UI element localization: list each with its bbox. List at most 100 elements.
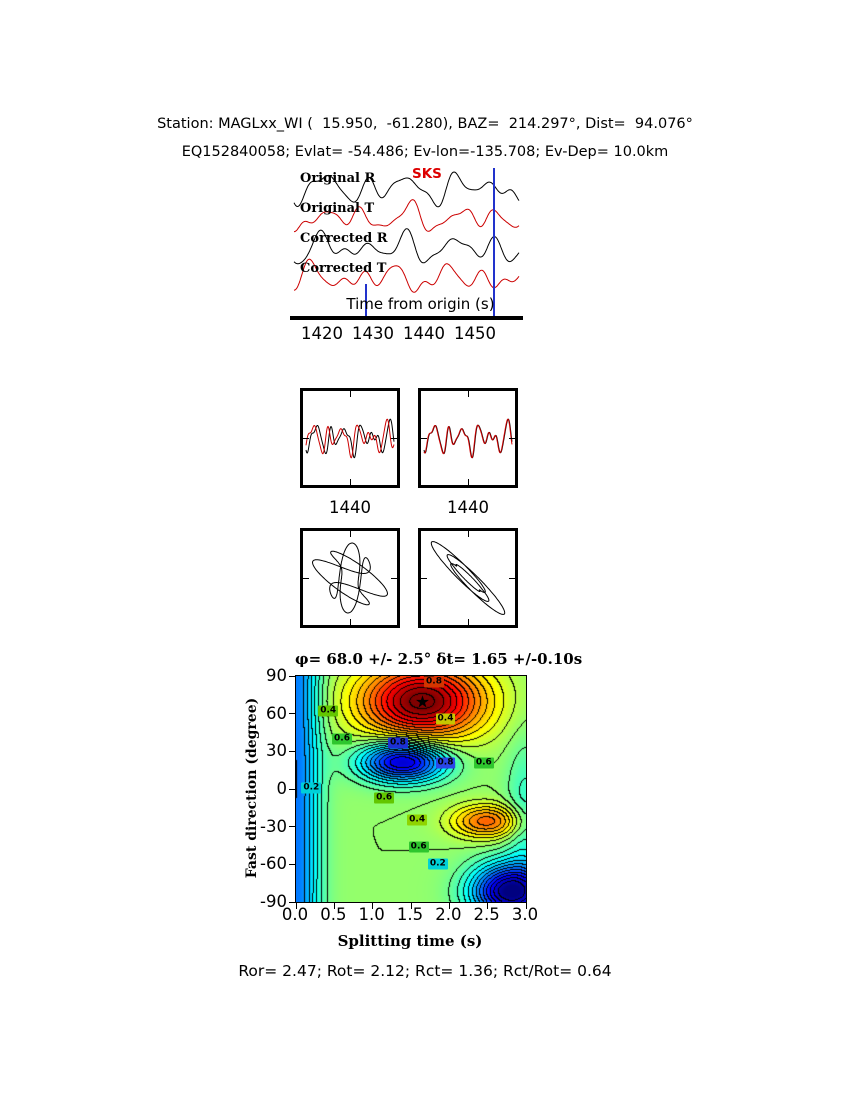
contour-xtick-label: 2.0 xyxy=(435,905,462,924)
trace-path-0 xyxy=(293,171,520,208)
trace-path-1 xyxy=(294,199,520,233)
contour-ytick-mark xyxy=(289,750,295,752)
particle-motion-path xyxy=(311,542,389,614)
time-axis-ticks: 1420 1430 1440 1450 xyxy=(290,324,523,346)
contour-xlabel: Splitting time (s) xyxy=(337,932,483,950)
window-tick-label-2: 1440 xyxy=(447,498,489,517)
contour-value-label: 0.6 xyxy=(473,757,494,769)
contour-xtick-mark xyxy=(448,903,450,909)
contour-ytick-label: -30 xyxy=(260,816,287,836)
particle-motion-box-1 xyxy=(300,528,400,628)
waveform-window-box-2 xyxy=(418,388,518,488)
trace-label-corrected-t: Corrected T xyxy=(300,261,387,276)
box-tick-mark xyxy=(303,577,309,579)
contour-xtick-mark xyxy=(333,903,335,909)
contour-value-label: 0.6 xyxy=(374,792,395,804)
contour-value-label: 0.4 xyxy=(318,705,339,717)
contour-ytick-mark xyxy=(289,863,295,865)
contour-xtick-label: 0.0 xyxy=(281,905,309,924)
contour-plot: ★ 0.8 0.4 0.6 0.8 0.4 0.8 0.6 0.2 0.6 0.4 0.6 0.2 xyxy=(289,675,527,909)
window-tick-label-1: 1440 xyxy=(329,498,371,517)
footer-stats: Ror= 2.47; Rot= 2.12; Rct= 1.36; Rct/Rot… xyxy=(238,962,612,980)
contour-value-label: 0.2 xyxy=(427,858,448,870)
box-tick-mark xyxy=(421,437,427,439)
best-solution-star: ★ xyxy=(414,692,431,713)
waveform-path xyxy=(305,418,395,459)
window-pick-line-end xyxy=(493,168,495,316)
contour-yticks: 90 60 30 0 -30 -60 -90 xyxy=(244,666,290,911)
time-tick-label: 1440 xyxy=(403,324,445,343)
time-tick-label: 1430 xyxy=(352,324,394,343)
particle-motion-svg-2 xyxy=(430,541,506,615)
contour-value-label: 0.8 xyxy=(424,676,444,688)
particle-motion-path xyxy=(430,541,506,615)
contour-value-label: 0.4 xyxy=(407,814,428,826)
time-tick-label: 1450 xyxy=(454,324,496,343)
box-tick-mark xyxy=(467,479,469,485)
window-pick-line-start xyxy=(365,284,367,318)
box-tick-mark xyxy=(421,577,427,579)
box-tick-mark xyxy=(467,391,469,397)
time-axis-line xyxy=(290,316,523,320)
contour-xtick-mark xyxy=(525,903,527,909)
contour-ytick-label: -60 xyxy=(260,854,287,874)
contour-value-label: 0.6 xyxy=(408,841,429,853)
box-tick-mark xyxy=(391,437,397,439)
seismogram-traces-svg xyxy=(293,171,520,293)
contour-xtick-label: 2.5 xyxy=(473,905,500,924)
contour-title: φ= 68.0 +/- 2.5° δt= 1.65 +/-0.10s xyxy=(295,650,583,668)
box-tick-mark xyxy=(509,437,515,439)
contour-value-label: 0.6 xyxy=(332,733,352,745)
trace-path-2 xyxy=(293,228,520,265)
box-tick-mark xyxy=(349,531,351,537)
waveform-path xyxy=(423,418,513,459)
contour-ytick-mark xyxy=(289,826,295,828)
contour-xtick-mark xyxy=(295,903,297,909)
box-tick-mark xyxy=(467,531,469,537)
contour-ytick-label: 60 xyxy=(266,703,287,723)
contour-ytick-mark xyxy=(289,675,295,677)
contour-ytick-label: 90 xyxy=(266,666,287,685)
contour-xtick-label: 1.5 xyxy=(396,905,424,924)
particle-motion-box-2 xyxy=(418,528,518,628)
contour-ytick-mark xyxy=(289,788,295,790)
trace-label-original-r: Original R xyxy=(300,171,376,186)
contour-value-label: 0.8 xyxy=(435,757,456,769)
trace-label-original-t: Original T xyxy=(300,201,375,216)
contour-ytick-label: 30 xyxy=(266,741,287,761)
particle-motion-svg-1 xyxy=(311,542,389,614)
contour-ytick-mark xyxy=(289,713,295,715)
contour-value-label: 0.4 xyxy=(435,713,456,725)
time-tick-label: 1420 xyxy=(301,324,343,343)
phase-label-sks: SKS xyxy=(412,166,442,182)
box-tick-mark xyxy=(349,619,351,625)
event-info-line: EQ152840058; Evlat= -54.486; Ev-lon=-135… xyxy=(181,144,669,160)
station-info-line: Station: MAGLxx_WI ( 15.950, -61.280), B… xyxy=(157,116,693,132)
time-axis-title: Time from origin (s) xyxy=(346,295,495,313)
contour-xtick-mark xyxy=(410,903,412,909)
box-tick-mark xyxy=(303,437,309,439)
contour-value-label: 0.2 xyxy=(301,782,322,794)
contour-xtick-mark xyxy=(487,903,489,909)
box-tick-mark xyxy=(349,479,351,485)
contour-xtick-label: 1.0 xyxy=(358,905,385,924)
box-tick-mark xyxy=(349,391,351,397)
contour-value-label: 0.8 xyxy=(387,737,408,749)
contour-xticks: 0.0 0.5 1.0 1.5 2.0 2.5 3.0 xyxy=(282,905,538,927)
contour-xtick-mark xyxy=(372,903,374,909)
waveform-window-svg-2 xyxy=(423,418,513,459)
seismogram-panel: Original R Original T Corrected R Correc… xyxy=(290,166,523,356)
contour-ytick-label: -90 xyxy=(260,892,287,911)
contour-xtick-label: 3.0 xyxy=(511,905,539,924)
trace-label-corrected-r: Corrected R xyxy=(300,231,388,246)
waveform-window-svg-1 xyxy=(305,418,395,459)
trace-path-3 xyxy=(293,258,520,293)
box-tick-mark xyxy=(509,577,515,579)
waveform-window-box-1 xyxy=(300,388,400,488)
contour-ytick-mark xyxy=(289,901,295,903)
box-tick-mark xyxy=(391,577,397,579)
waveform-path xyxy=(305,418,395,459)
contour-ytick-label: 0 xyxy=(276,779,288,798)
contour-xtick-label: 0.5 xyxy=(320,905,347,924)
